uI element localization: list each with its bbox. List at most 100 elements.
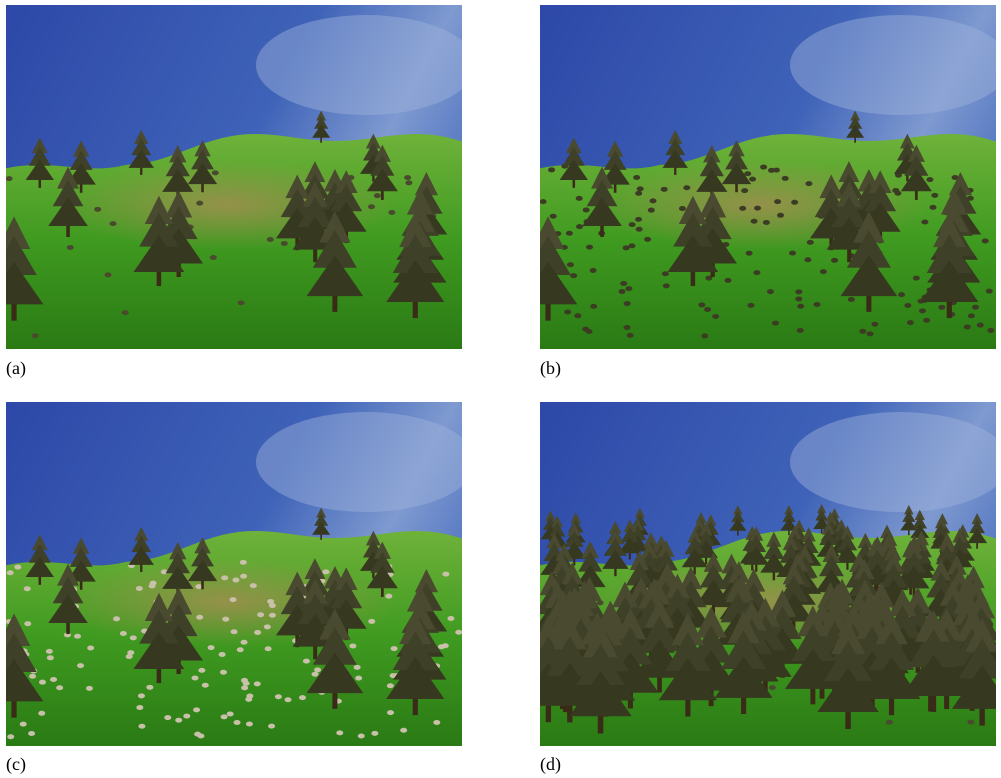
rock <box>385 593 393 599</box>
rock <box>805 181 813 187</box>
rock <box>739 205 747 211</box>
cloud <box>790 412 996 512</box>
rock <box>806 239 814 245</box>
rock <box>966 195 974 201</box>
rock <box>701 333 709 339</box>
rock <box>28 731 36 737</box>
rock <box>7 734 15 740</box>
rock <box>772 167 780 173</box>
rock <box>768 685 776 691</box>
rock <box>211 170 219 176</box>
rock <box>635 226 643 232</box>
panel-image <box>540 402 996 746</box>
rock <box>564 309 572 315</box>
rock <box>137 693 145 699</box>
rock <box>222 616 230 622</box>
rock <box>926 177 934 183</box>
rock <box>207 645 215 651</box>
rock <box>388 210 396 216</box>
rock <box>724 277 732 283</box>
rock <box>885 719 893 725</box>
rock <box>774 199 782 205</box>
rock <box>191 675 199 681</box>
rock <box>923 317 931 323</box>
rock <box>628 243 636 249</box>
rock <box>349 643 357 649</box>
rock <box>898 292 906 298</box>
rock <box>298 695 306 701</box>
rock <box>280 241 288 247</box>
rock <box>795 289 803 295</box>
rock <box>635 190 643 196</box>
rock <box>976 322 984 328</box>
rock <box>249 583 257 589</box>
rock <box>678 206 686 212</box>
rock <box>254 629 262 635</box>
rock <box>754 205 762 211</box>
rock <box>357 733 365 739</box>
rock <box>549 213 557 219</box>
rock <box>623 324 631 330</box>
rock <box>241 685 249 691</box>
rock <box>219 669 227 675</box>
rock <box>766 289 774 295</box>
rock <box>237 300 245 306</box>
rock <box>268 612 276 618</box>
rock <box>987 327 995 333</box>
rock <box>311 671 319 677</box>
rock <box>649 198 657 204</box>
rock <box>195 584 203 590</box>
panel-label: (d) <box>540 754 561 774</box>
panel-image <box>6 402 462 746</box>
rock <box>796 327 804 333</box>
panel-image <box>540 5 996 349</box>
rock <box>918 308 926 314</box>
rock <box>125 654 133 660</box>
rock <box>263 624 271 630</box>
rock <box>405 180 413 186</box>
rock <box>193 707 201 713</box>
rock <box>596 600 604 606</box>
rock <box>56 685 64 691</box>
rock <box>226 711 234 717</box>
rock <box>336 730 344 736</box>
rock <box>322 569 330 575</box>
rock <box>585 328 593 334</box>
rock <box>268 723 276 729</box>
rock <box>314 667 322 673</box>
rock <box>119 630 127 636</box>
rock <box>741 188 749 194</box>
rock <box>813 301 821 307</box>
rock <box>981 238 989 244</box>
rock <box>387 710 395 716</box>
rock <box>353 664 361 670</box>
rock <box>628 222 636 228</box>
rock <box>373 193 381 199</box>
rock <box>744 171 752 177</box>
rock <box>266 237 274 243</box>
rock <box>209 255 217 261</box>
rock <box>38 679 46 685</box>
rock <box>750 218 758 224</box>
rock <box>662 283 670 289</box>
rock <box>23 586 31 592</box>
rock <box>912 275 920 281</box>
rock <box>45 648 53 654</box>
rock <box>760 164 768 170</box>
rock <box>245 721 253 727</box>
rock <box>46 655 54 661</box>
rock <box>94 206 102 212</box>
rock <box>698 302 706 308</box>
rock <box>284 697 292 703</box>
rock <box>633 174 641 180</box>
rock <box>442 571 450 577</box>
rock <box>229 597 237 603</box>
rock <box>368 618 376 624</box>
rock <box>753 270 761 276</box>
rock <box>447 616 455 622</box>
rock <box>589 267 597 273</box>
rock <box>938 304 946 310</box>
rock <box>149 580 157 586</box>
rock <box>198 667 206 673</box>
rock <box>87 645 95 651</box>
